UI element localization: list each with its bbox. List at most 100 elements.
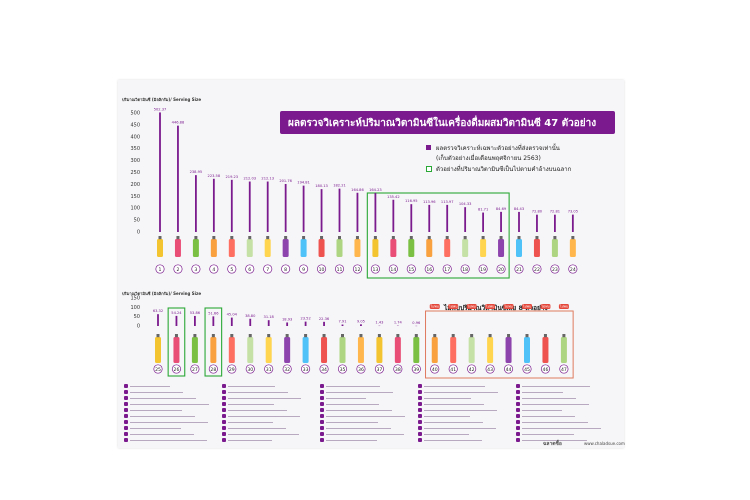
x-tick-label: 12 [355,267,361,273]
x-tick-label: 44 [506,367,512,373]
bottle-cap [174,334,178,338]
bar [374,192,377,232]
not-found-badge [522,304,532,309]
product-bottle [191,337,198,363]
y-tick-label: 200 [130,182,140,188]
x-tick-label: 43 [487,367,493,373]
sample-number-circle [299,264,309,274]
data-label: 22.36 [319,317,330,321]
footnote-marker [222,420,226,424]
footnote-marker [320,408,324,412]
y-tick-label: 50 [134,218,140,224]
data-label: 113.97 [441,200,454,204]
bottle-cap [481,236,485,240]
data-label: 51.66 [208,311,219,315]
footnote-line [326,391,393,393]
x-tick-label: 35 [340,367,346,373]
footnote-marker [222,408,226,412]
bar [284,183,287,232]
legend-green-swatch [426,166,432,172]
bar [536,214,538,232]
x-tick-label: 10 [319,267,325,273]
bottle-cap [230,334,234,338]
sample-number-circle [173,264,183,274]
y-tick-label: 350 [130,146,140,152]
footnote-line [130,439,207,441]
x-tick-label: 27 [192,367,198,373]
footnote-marker [418,384,422,388]
data-label: 446.88 [172,121,185,125]
sample-number-circle [496,264,506,274]
product-bottle [413,337,420,363]
sample-number-circle [503,364,514,374]
highlight-frame [167,307,186,377]
data-label: 212.13 [261,177,274,181]
data-label: 164.23 [369,188,382,192]
sample-number-circle [263,264,273,274]
footnote-marker [516,384,520,388]
x-tick-label: 46 [543,367,549,373]
footnote-line [522,403,589,405]
data-label: 502.37 [154,107,167,111]
product-bottle [321,337,328,363]
footnote-marker [222,384,226,388]
footnote-marker [418,390,422,394]
footnote-marker [124,408,128,412]
y-tick-label: 50 [134,314,140,320]
footnote-line [522,421,588,423]
footnote-line [326,403,379,405]
footnote-marker [516,402,520,406]
bar [320,189,323,232]
bottle-cap [284,236,288,240]
bottle-cap [543,334,547,338]
product-bottle [450,337,457,363]
data-label: 9.05 [357,319,365,323]
bar [195,175,197,232]
bar [482,212,484,232]
sample-number-circle [337,364,348,374]
bar [248,181,251,232]
sample-number-circle [442,264,452,274]
product-bottle [157,239,163,257]
footnote-line [228,409,287,411]
bottom-y-axis-label: ปริมาณวิตามินซี (มิลลิกรัม)/ Serving Siz… [122,291,202,296]
bottle-cap [427,236,431,240]
y-tick-label: 400 [130,134,140,140]
footnotes [124,384,614,444]
footnote-marker [124,432,128,436]
data-label: ไม่พบ [540,305,549,309]
bottle-cap [562,334,566,338]
footnote-line [130,385,170,387]
footer-url: www.chaladsue.com [584,441,625,446]
bottle-cap [470,334,474,338]
footnote-line [522,391,563,393]
x-tick-label: 32 [284,367,290,373]
bottle-cap [341,334,344,338]
bottle-cap [525,334,529,338]
sample-number-circle [388,264,398,274]
footnote-marker [124,438,128,442]
bottle-cap [463,236,467,240]
footnote-line [228,415,300,417]
sample-number-circle [356,364,366,374]
bottle-cap [433,334,437,338]
product-bottle [302,337,309,363]
footer-brand: ฉลาดซื้อ [543,441,562,447]
y-tick-label: 150 [130,296,140,302]
x-tick-label: 26 [174,367,180,373]
data-label: 84.43 [514,207,524,211]
data-label: 0.96 [412,321,421,325]
product-bottle [300,239,307,257]
product-bottle [551,239,558,257]
footnote-marker [222,414,226,418]
sample-number-circle [550,264,560,274]
sample-number-circle [209,264,219,274]
top-chart: 050100150200250300350400450500502.371446… [130,107,578,279]
footnote-marker [124,384,128,388]
footnote-marker [516,414,520,418]
data-label: 113.96 [423,200,436,204]
bottle-cap [391,236,395,240]
sample-number-circle [406,264,416,274]
sample-number-circle [424,264,434,274]
